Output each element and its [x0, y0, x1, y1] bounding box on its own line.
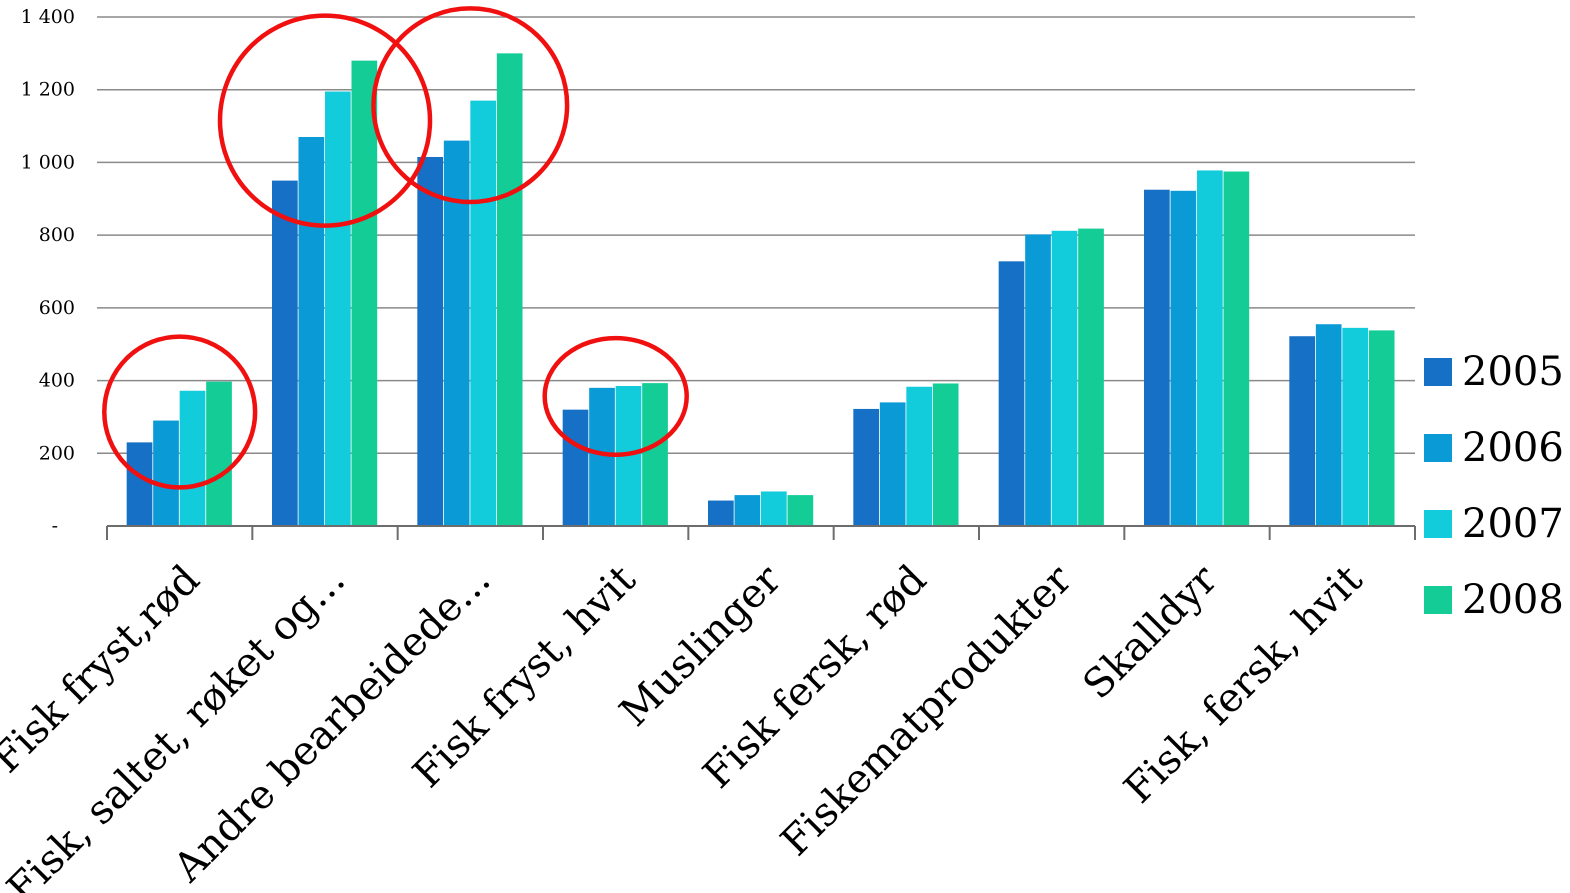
- bar: [1051, 230, 1078, 526]
- bar: [1078, 228, 1104, 526]
- bar: [496, 53, 523, 527]
- y-tick-label: -: [52, 515, 58, 537]
- legend-label: 2007: [1462, 501, 1564, 547]
- bar: [562, 409, 589, 526]
- x-axis: [106, 525, 1416, 540]
- legend-label: 2005: [1462, 349, 1564, 395]
- bar: [589, 387, 615, 526]
- x-category-label: Fiskematprodukter: [772, 556, 1081, 865]
- highlight-circle: [217, 13, 433, 228]
- bar: [153, 420, 179, 526]
- legend-swatch: [1424, 510, 1452, 538]
- bar: [1223, 171, 1250, 526]
- bar: [206, 381, 232, 526]
- bar: [1197, 170, 1223, 526]
- legend-swatch: [1424, 586, 1452, 614]
- bar: [879, 402, 906, 526]
- y-tick-label: 800: [39, 224, 75, 246]
- y-tick-label: 400: [39, 370, 75, 392]
- y-tick-label: 200: [39, 442, 75, 464]
- bar: [443, 140, 470, 527]
- bar: [932, 383, 959, 526]
- bar: [1144, 189, 1170, 526]
- bar: [853, 408, 880, 526]
- x-category-label: Skalldyr: [1074, 556, 1226, 708]
- bar: [761, 491, 787, 526]
- highlight-circle: [102, 334, 258, 490]
- y-axis-tick-labels: - 200 400 600 800 1 000 1 200 1 400: [21, 6, 75, 537]
- bar: [351, 60, 378, 526]
- highlight-circle: [542, 335, 689, 457]
- highlight-annotations: [102, 6, 689, 490]
- bar: [417, 156, 444, 527]
- bar: [787, 495, 814, 526]
- bar: [1342, 327, 1369, 526]
- bar: [272, 180, 298, 527]
- bar: [1289, 336, 1316, 526]
- legend-label: 2008: [1462, 577, 1564, 623]
- y-tick-label: 600: [39, 297, 75, 319]
- legend: 2005 2006 2007 2008: [1424, 349, 1564, 623]
- bar: [325, 91, 351, 526]
- legend-label: 2006: [1462, 425, 1564, 471]
- bar: [179, 390, 206, 526]
- legend-swatch: [1424, 358, 1452, 386]
- y-tick-label: 1 400: [21, 6, 75, 28]
- bar: [1315, 324, 1342, 526]
- bar: [470, 100, 497, 527]
- bar: [998, 261, 1025, 526]
- y-tick-label: 1 000: [21, 151, 75, 173]
- bar: [1368, 330, 1395, 526]
- bar: [642, 383, 668, 526]
- bar: [906, 386, 933, 526]
- bar: [1170, 190, 1197, 527]
- bar: [708, 500, 734, 526]
- bar: [126, 442, 153, 526]
- bars: [126, 53, 1395, 527]
- highlight-circle: [371, 6, 570, 205]
- bar: [1025, 234, 1051, 527]
- bar: [298, 136, 325, 527]
- y-tick-label: 1 200: [21, 79, 75, 101]
- bar: [734, 495, 761, 526]
- legend-swatch: [1424, 434, 1452, 462]
